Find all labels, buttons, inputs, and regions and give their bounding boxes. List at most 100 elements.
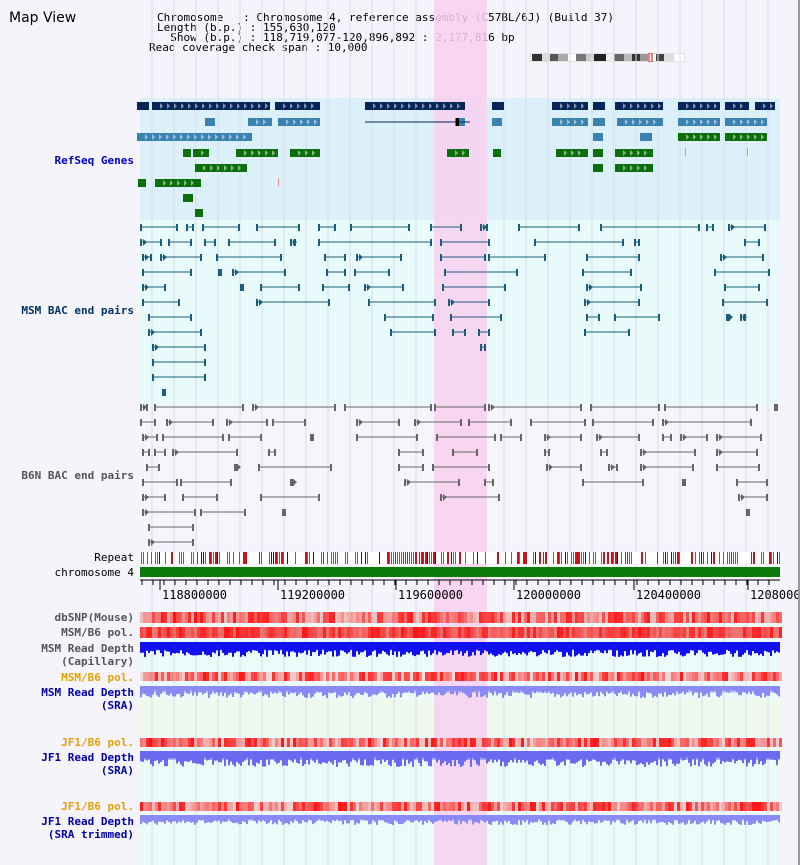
bac-end-pair[interactable] xyxy=(584,299,640,306)
polymorphism-heat-tracks[interactable] xyxy=(140,612,782,811)
refseq-gene[interactable] xyxy=(640,133,652,141)
bac-end-pair[interactable] xyxy=(590,404,660,411)
bac-end-pair[interactable] xyxy=(290,239,297,246)
bac-end-pair[interactable] xyxy=(398,464,424,471)
refseq-gene[interactable] xyxy=(755,102,775,110)
bac-end-pair[interactable] xyxy=(722,299,768,306)
bac-end-pair[interactable] xyxy=(738,494,768,501)
bac-end-pair[interactable] xyxy=(240,284,244,291)
bac-end-pair[interactable] xyxy=(350,224,410,231)
bac-end-pair[interactable] xyxy=(356,434,418,441)
refseq-gene[interactable] xyxy=(492,102,504,110)
refseq-gene[interactable] xyxy=(593,102,605,110)
refseq-gene[interactable] xyxy=(205,118,215,126)
bac-end-pair[interactable] xyxy=(774,404,778,411)
bac-end-pair[interactable] xyxy=(148,314,192,321)
bac-end-pair[interactable] xyxy=(152,359,206,366)
bac-end-pair[interactable] xyxy=(324,254,346,261)
refseq-gene[interactable] xyxy=(678,133,720,141)
bac-end-pair[interactable] xyxy=(260,494,320,501)
bac-end-pair[interactable] xyxy=(436,434,496,441)
refseq-gene[interactable] xyxy=(593,133,603,141)
refseq-gene[interactable] xyxy=(365,102,465,110)
bac-end-pair[interactable] xyxy=(440,494,500,501)
heat-track[interactable] xyxy=(140,672,782,681)
bac-end-pair[interactable] xyxy=(488,404,582,411)
bac-end-pair[interactable] xyxy=(584,329,630,336)
refseq-gene[interactable] xyxy=(556,149,588,157)
refseq-gene[interactable] xyxy=(195,209,203,217)
chromosome-bar[interactable] xyxy=(140,567,780,577)
bac-end-pair[interactable] xyxy=(182,494,218,501)
bac-end-pair[interactable] xyxy=(260,284,300,291)
bac-end-pair[interactable] xyxy=(384,314,434,321)
bac-end-pair[interactable] xyxy=(142,254,152,261)
bac-end-pair[interactable] xyxy=(310,434,314,441)
bac-end-pair[interactable] xyxy=(200,509,246,516)
bac-end-pair[interactable] xyxy=(640,449,696,456)
refseq-gene[interactable] xyxy=(236,149,278,157)
bac-end-pair[interactable] xyxy=(530,419,586,426)
bac-end-pair[interactable] xyxy=(272,419,306,426)
bac-end-pair[interactable] xyxy=(444,269,518,276)
bac-end-pair[interactable] xyxy=(600,449,608,456)
refseq-gene[interactable] xyxy=(138,179,146,187)
bac-end-pair[interactable] xyxy=(640,464,694,471)
bac-end-pair[interactable] xyxy=(142,479,178,486)
bac-end-pair[interactable] xyxy=(166,419,214,426)
refseq-gene[interactable] xyxy=(152,102,270,110)
refseq-gene[interactable] xyxy=(617,118,663,126)
bac-end-pair[interactable] xyxy=(148,524,194,531)
refseq-gene[interactable] xyxy=(183,194,193,202)
bac-end-pair[interactable] xyxy=(318,224,336,231)
bac-end-pair[interactable] xyxy=(404,479,460,486)
bac-end-pair[interactable] xyxy=(534,239,624,246)
refseq-gene[interactable] xyxy=(678,118,720,126)
refseq-gene[interactable] xyxy=(552,118,588,126)
bac-end-pair[interactable] xyxy=(488,254,546,261)
bac-end-pair[interactable] xyxy=(544,449,550,456)
bac-end-pair[interactable] xyxy=(736,479,768,486)
bac-end-pair[interactable] xyxy=(356,419,400,426)
bac-end-pair[interactable] xyxy=(596,434,640,441)
bac-end-pair[interactable] xyxy=(518,224,580,231)
bac-end-pair[interactable] xyxy=(232,269,286,276)
bac-end-pair[interactable] xyxy=(256,299,330,306)
chromosome-ideogram[interactable] xyxy=(530,53,685,62)
bac-end-pair[interactable] xyxy=(142,509,196,516)
bac-end-pair[interactable] xyxy=(326,269,346,276)
bac-end-pair[interactable] xyxy=(202,224,240,231)
bac-end-pair[interactable] xyxy=(368,299,436,306)
bac-end-pair[interactable] xyxy=(724,284,760,291)
heat-track[interactable] xyxy=(140,802,782,811)
bac-end-pair[interactable] xyxy=(154,404,244,411)
bac-end-pair[interactable] xyxy=(500,434,522,441)
bac-end-pair[interactable] xyxy=(582,269,632,276)
bac-end-pair[interactable] xyxy=(434,404,486,411)
bac-end-pair[interactable] xyxy=(140,404,148,411)
bac-end-pair[interactable] xyxy=(142,284,166,291)
bac-end-pair[interactable] xyxy=(746,509,750,516)
bac-end-pair[interactable] xyxy=(448,299,490,306)
refseq-gene[interactable] xyxy=(195,164,247,172)
refseq-genes[interactable] xyxy=(137,102,775,217)
refseq-gene[interactable] xyxy=(155,179,201,187)
refseq-gene[interactable] xyxy=(183,149,191,157)
bac-end-pair[interactable] xyxy=(662,419,752,426)
bac-end-pair[interactable] xyxy=(440,239,490,246)
selected-region-highlight[interactable] xyxy=(434,0,487,865)
bac-end-pair[interactable] xyxy=(468,419,512,426)
depth-histogram[interactable] xyxy=(140,815,780,825)
bac-end-pair[interactable] xyxy=(218,269,222,276)
bac-end-pair[interactable] xyxy=(398,449,424,456)
bac-end-pair[interactable] xyxy=(322,284,350,291)
bac-end-pair[interactable] xyxy=(634,239,640,246)
bac-end-pair[interactable] xyxy=(152,344,206,351)
bac-end-pair[interactable] xyxy=(586,254,640,261)
heat-track[interactable] xyxy=(140,612,782,623)
bac-end-pair[interactable] xyxy=(354,269,390,276)
bac-end-pair[interactable] xyxy=(162,434,224,441)
bac-end-pair[interactable] xyxy=(484,479,494,486)
bac-end-pair[interactable] xyxy=(142,434,158,441)
bac-end-pair[interactable] xyxy=(148,329,202,336)
